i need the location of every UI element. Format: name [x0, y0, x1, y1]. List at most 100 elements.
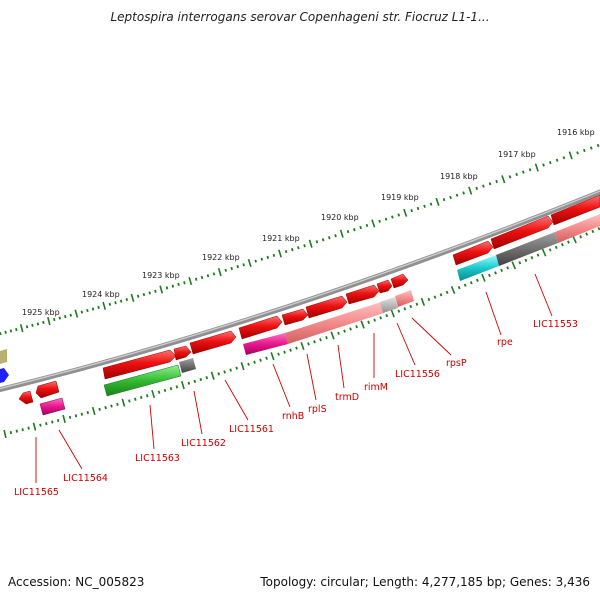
- gene-label[interactable]: LIC11562: [181, 438, 226, 449]
- scale-minor-tick: [15, 429, 18, 433]
- scale-minor-tick: [136, 294, 140, 298]
- gene-feature[interactable]: [345, 284, 380, 305]
- kbp-label: 1918 kbp: [440, 172, 478, 181]
- gene-label[interactable]: LIC11556: [395, 369, 440, 380]
- scale-minor-tick: [462, 191, 465, 195]
- scale-major-tick: [74, 309, 79, 318]
- scale-minor-tick: [206, 274, 210, 278]
- scale-minor-tick: [230, 266, 233, 271]
- scale-minor-tick: [9, 431, 13, 435]
- scale-minor-tick: [442, 198, 446, 202]
- scale-minor-tick: [303, 244, 306, 248]
- scale-minor-tick: [325, 335, 328, 340]
- scale-major-tick: [240, 362, 245, 371]
- kbp-label: 1921 kbp: [262, 234, 300, 243]
- gene-label[interactable]: trmD: [335, 392, 359, 403]
- scale-minor-tick: [277, 352, 280, 356]
- gene-label[interactable]: LIC11561: [229, 424, 274, 435]
- scale-minor-tick: [223, 370, 226, 374]
- scale-minor-tick: [284, 249, 288, 254]
- scale-minor-tick: [4, 330, 7, 334]
- scale-minor-tick: [591, 229, 595, 234]
- scale-minor-tick: [391, 215, 394, 219]
- gene-feature[interactable]: [39, 397, 66, 416]
- gene-label[interactable]: LIC11564: [63, 473, 108, 484]
- scale-minor-tick: [31, 323, 34, 327]
- partial-gene-blue[interactable]: [0, 368, 9, 383]
- gene-label[interactable]: LIC11553: [533, 319, 578, 330]
- gene-feature[interactable]: [102, 349, 177, 380]
- gene-label[interactable]: LIC11563: [135, 453, 180, 464]
- gene-feature[interactable]: [550, 194, 600, 226]
- scale-minor-tick: [39, 423, 42, 427]
- genome-backbone: [0, 189, 600, 393]
- scale-minor-tick: [567, 240, 570, 244]
- gene-label[interactable]: rimM: [364, 382, 388, 393]
- scale-minor-tick: [145, 394, 149, 398]
- accession-text: Accession: NC_005823: [8, 575, 145, 589]
- scale-major-tick: [3, 429, 7, 439]
- scale-minor-tick: [423, 204, 426, 208]
- gene-feature[interactable]: [35, 380, 60, 399]
- scale-minor-tick: [224, 268, 228, 272]
- scale-minor-tick: [260, 257, 264, 261]
- gene-feature[interactable]: [305, 295, 348, 319]
- scale-major-tick: [210, 371, 215, 380]
- scale-minor-tick: [548, 160, 552, 165]
- scale-minor-tick: [229, 368, 232, 372]
- gene-labels: LIC11565 LIC11564 LIC11563 LIC11562 LIC1…: [14, 319, 578, 498]
- partial-gene-olive[interactable]: [0, 349, 7, 364]
- scale-minor-tick: [86, 410, 90, 415]
- scale-major-tick: [270, 352, 275, 361]
- kbp-label: 1920 kbp: [321, 213, 359, 222]
- scale-minor-tick: [315, 240, 319, 244]
- scale-major-tick: [102, 301, 107, 310]
- scale-minor-tick: [482, 184, 485, 188]
- scale-minor-tick: [524, 258, 528, 262]
- scale-minor-tick: [265, 356, 268, 360]
- scale-minor-tick: [86, 308, 89, 313]
- scale-minor-tick: [576, 151, 579, 155]
- scale-minor-tick: [114, 301, 117, 305]
- gene-label[interactable]: rplS: [308, 404, 327, 415]
- scale-minor-tick: [416, 206, 420, 211]
- gene-feature[interactable]: [452, 240, 494, 266]
- cog-bands: [179, 214, 600, 373]
- scale-minor-tick: [217, 372, 220, 376]
- gene-feature[interactable]: [238, 315, 283, 340]
- gene-label[interactable]: rnhB: [282, 411, 304, 422]
- scale-minor-tick: [58, 316, 61, 320]
- scale-minor-tick: [64, 314, 67, 319]
- scale-minor-tick: [80, 310, 84, 314]
- scale-major-tick: [217, 268, 222, 277]
- gene-feature[interactable]: [103, 364, 182, 397]
- scale-major-tick: [501, 175, 506, 184]
- scale-major-tick: [468, 186, 473, 195]
- gene-feature[interactable]: [18, 390, 34, 405]
- scale-minor-tick: [91, 307, 95, 311]
- scale-major-tick: [390, 309, 395, 318]
- scale-minor-tick: [488, 182, 492, 186]
- cog-band: [179, 358, 196, 373]
- label-leaders: [35, 273, 553, 483]
- gene-feature[interactable]: [390, 273, 409, 289]
- scale-ring-outer: [0, 143, 600, 336]
- map-title: Leptospira interrogans serovar Copenhage…: [110, 10, 490, 24]
- scale-minor-tick: [169, 387, 173, 391]
- gene-feature[interactable]: [173, 345, 192, 361]
- gene-label[interactable]: rpe: [497, 337, 513, 348]
- gene-label[interactable]: rpsP: [446, 358, 467, 369]
- scale-major-tick: [481, 273, 486, 282]
- gene-feature[interactable]: [189, 330, 237, 355]
- scale-minor-tick: [397, 309, 401, 313]
- scale-major-tick: [159, 285, 164, 294]
- scale-minor-tick: [289, 348, 292, 352]
- cog-band: [243, 333, 288, 355]
- gene-label[interactable]: LIC11565: [14, 487, 59, 498]
- gene-feature[interactable]: [376, 279, 393, 294]
- scale-minor-tick: [337, 331, 340, 335]
- scale-minor-tick: [433, 295, 437, 299]
- gene-feature[interactable]: [281, 308, 309, 326]
- scale-major-tick: [300, 341, 305, 351]
- gene-feature[interactable]: [490, 215, 554, 250]
